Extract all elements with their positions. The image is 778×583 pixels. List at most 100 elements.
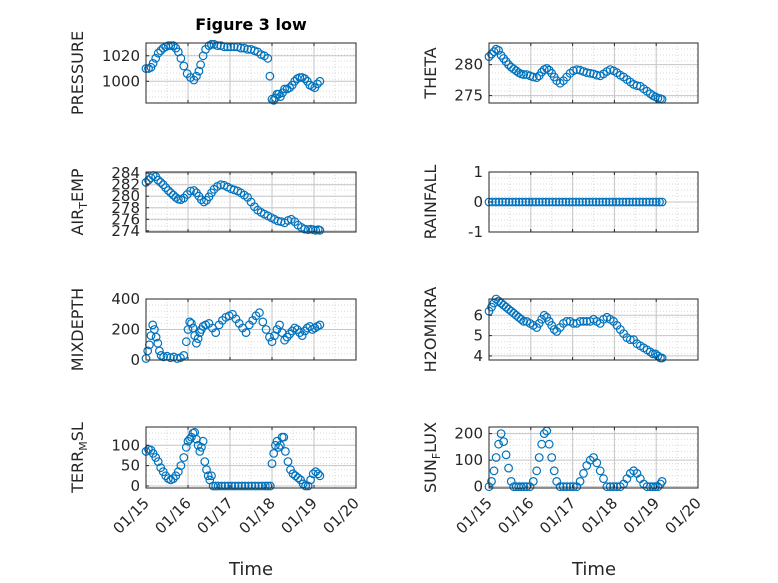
data-point [195, 447, 205, 456]
y-tick-label: 0 [130, 351, 140, 369]
data-point [584, 197, 594, 207]
data-point [293, 473, 303, 483]
data-point [236, 43, 246, 53]
data-point [625, 197, 634, 207]
data-point [196, 60, 206, 70]
data-point [605, 197, 614, 207]
data-point [241, 328, 251, 338]
data-point [579, 317, 588, 326]
data-point [501, 197, 511, 207]
data-point [519, 70, 529, 79]
data-point [575, 317, 585, 326]
axes-box-terr_msl [145, 426, 357, 489]
data-point [581, 197, 591, 207]
data-point [565, 482, 575, 492]
data-point [494, 46, 504, 55]
data-point [498, 197, 507, 207]
panel-rainfall: -1 0 1 RAINFALL [421, 163, 699, 241]
data-point [564, 197, 574, 207]
data-point [615, 197, 624, 207]
data-point [549, 466, 559, 476]
y-tick-label: 6 [473, 306, 483, 324]
y-tick-label: 4 [473, 347, 483, 365]
data-point [645, 197, 654, 207]
data-point [595, 197, 604, 207]
data-point [518, 197, 527, 207]
data-point [315, 225, 325, 235]
data-point [254, 481, 264, 491]
y-axis-label-sun_flux: SUNFLUX [421, 422, 443, 493]
y-tick-label: 274 [111, 222, 140, 240]
data-point [207, 39, 216, 49]
data-point [202, 465, 211, 475]
data-point [645, 347, 655, 357]
y-tick-label: 280 [111, 187, 140, 205]
data-point [244, 481, 253, 491]
data-point [179, 351, 189, 360]
data-point [297, 331, 307, 341]
data-point [541, 197, 551, 207]
y-tick-label: 276 [111, 210, 140, 228]
data-point [166, 41, 176, 50]
data-point [574, 197, 584, 207]
data-point [608, 197, 618, 207]
data-point [548, 197, 557, 207]
data-point [528, 72, 538, 82]
data-point [655, 197, 664, 207]
data-point [648, 197, 658, 207]
data-point [532, 466, 542, 476]
data-point [592, 70, 602, 80]
y-axis-label-air_temp: AIRTEMP [68, 168, 90, 235]
panel-mixdepth: 0 200 400 MIXDEPTH [68, 288, 357, 371]
data-point [516, 482, 526, 492]
axes-box-air_temp [145, 171, 357, 233]
data-point [254, 308, 264, 318]
data-point [233, 481, 243, 491]
axes-box-sun_flux [488, 426, 699, 489]
data-point [508, 197, 517, 207]
panel-pressure: 1000 1020 PRESSURE [68, 31, 357, 115]
y-tick-label: 50 [121, 457, 140, 475]
data-point [176, 53, 186, 63]
data-point [532, 73, 542, 82]
data-point [487, 477, 496, 486]
y-tick-label: 200 [111, 321, 140, 339]
markers-rainfall [484, 197, 667, 207]
data-point [558, 197, 567, 207]
data-point [609, 482, 618, 492]
axes-box-theta [488, 42, 699, 104]
data-point [265, 332, 274, 342]
data-point [181, 337, 191, 347]
data-point [657, 477, 667, 486]
data-point [611, 197, 621, 207]
data-point [544, 439, 554, 449]
data-point [501, 57, 511, 66]
data-point [534, 453, 544, 462]
data-point [230, 481, 240, 491]
data-point [240, 481, 250, 491]
data-point [579, 469, 588, 478]
data-point [571, 197, 581, 207]
data-point [531, 197, 541, 207]
data-point [625, 335, 635, 345]
data-point [657, 353, 667, 363]
data-point [595, 466, 605, 476]
data-point [494, 439, 504, 449]
y-tick-label: 400 [111, 290, 140, 308]
x-axis-label-right: Time [571, 559, 616, 580]
data-point [144, 175, 153, 185]
data-point [554, 197, 564, 207]
data-point [151, 332, 161, 342]
y-tick-label: 5 [473, 327, 483, 345]
data-point [300, 224, 310, 234]
data-point [194, 66, 204, 76]
data-point [621, 197, 631, 207]
data-point [602, 482, 612, 492]
data-point [631, 197, 641, 207]
data-point [549, 325, 559, 334]
data-point [179, 453, 189, 462]
data-point [258, 317, 268, 327]
data-point [295, 328, 305, 338]
data-point [628, 197, 638, 207]
data-point [651, 197, 661, 207]
